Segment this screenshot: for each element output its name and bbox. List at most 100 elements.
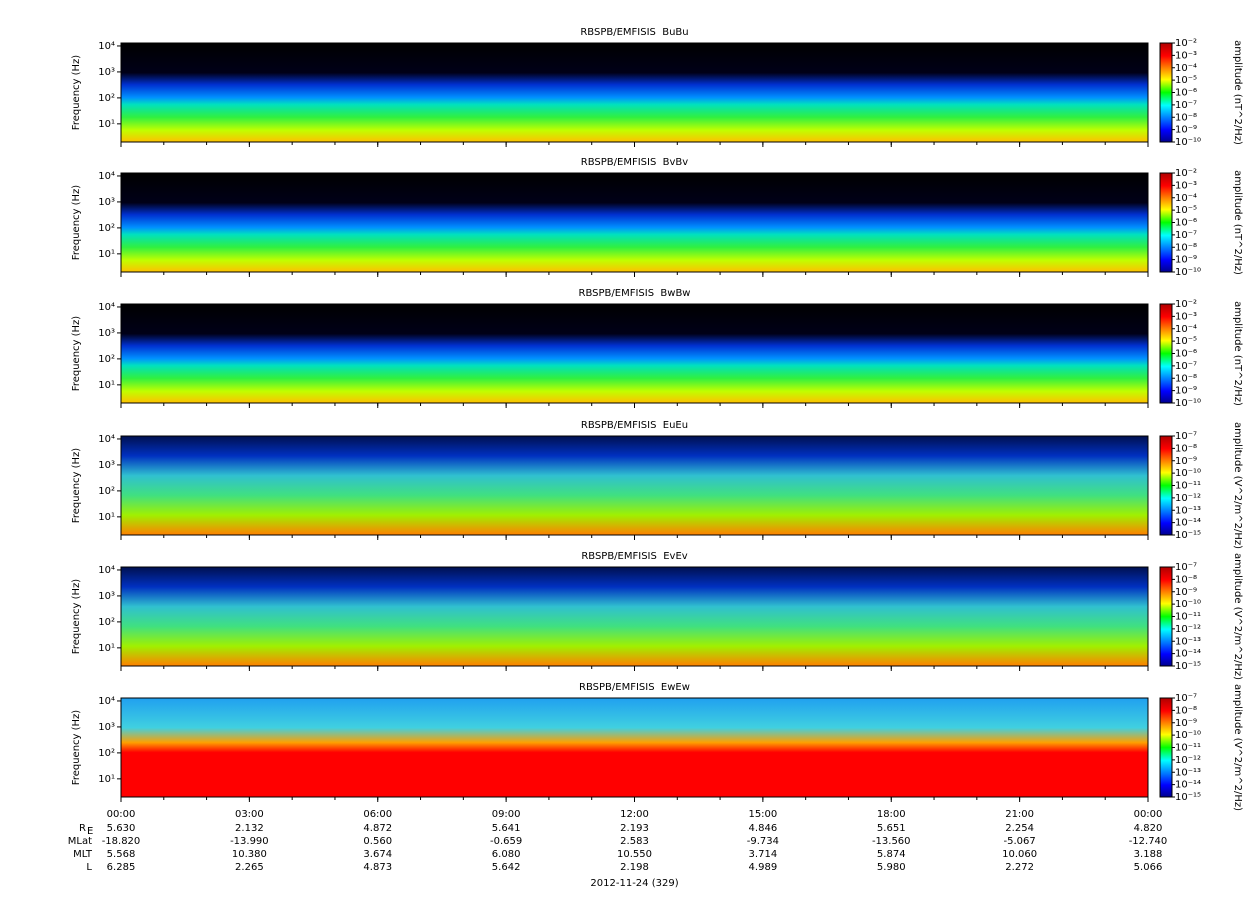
colorbar-tick-label: 10⁻⁸ [1175, 373, 1197, 384]
colorbar-tick-label: 10⁻⁸ [1175, 242, 1197, 253]
spectrogram-image [121, 698, 1148, 797]
y-axis-label: Frequency (Hz) [71, 316, 82, 392]
ephemeris-label: R [79, 823, 86, 834]
x-tick-label: 21:00 [1005, 809, 1034, 820]
colorbar-tick-label: 10⁻¹² [1175, 624, 1201, 635]
colorbar-tick-label: 10⁻⁶ [1175, 218, 1197, 229]
colorbar-tick-label: 10⁻¹⁵ [1175, 661, 1201, 672]
ephemeris-value: 4.872 [363, 823, 392, 834]
ephemeris-label: L [86, 862, 92, 873]
colorbar-tick-label: 10⁻⁷ [1175, 100, 1197, 111]
y-tick-label: 10⁴ [98, 696, 115, 707]
colorbar-tick-label: 10⁻² [1175, 299, 1197, 310]
ephemeris-value: 6.080 [492, 849, 521, 860]
colorbar-tick-label: 10⁻⁷ [1175, 361, 1197, 372]
ephemeris-value: -5.067 [1004, 836, 1036, 847]
colorbar-tick-label: 10⁻¹⁰ [1175, 398, 1201, 409]
y-tick-label: 10³ [98, 197, 115, 208]
y-tick-label: 10³ [98, 328, 115, 339]
ephemeris-value: 2.132 [235, 823, 264, 834]
colorbar [1159, 697, 1173, 798]
colorbar-tick-label: 10⁻⁸ [1175, 443, 1197, 454]
y-axis-label: Frequency (Hz) [71, 55, 82, 131]
colorbar-tick-label: 10⁻¹³ [1175, 505, 1201, 516]
colorbar-tick-label: 10⁻³ [1175, 180, 1197, 191]
y-tick-label: 10⁴ [98, 302, 115, 313]
y-axis-label: Frequency (Hz) [71, 448, 82, 524]
panel-title: RBSPB/EMFISIS BuBu [580, 27, 688, 38]
colorbar-tick-label: 10⁻⁶ [1175, 349, 1197, 360]
colorbar-tick-label: 10⁻³ [1175, 311, 1197, 322]
spectrogram-image [121, 567, 1148, 666]
colorbar [1159, 435, 1173, 536]
ephemeris-value: -13.560 [872, 836, 911, 847]
ephemeris-value: 2.198 [620, 862, 649, 873]
ephemeris-value: 5.651 [877, 823, 906, 834]
spectrogram-image [121, 43, 1148, 142]
y-tick-label: 10² [98, 486, 115, 497]
colorbar-tick-label: 10⁻¹⁰ [1175, 730, 1201, 741]
panel-title: RBSPB/EMFISIS EwEw [579, 682, 690, 693]
ephemeris-value: 4.846 [749, 823, 778, 834]
ephemeris-value: 5.980 [877, 862, 906, 873]
colorbar-tick-label: 10⁻¹¹ [1175, 481, 1201, 492]
colorbar-tick-label: 10⁻¹⁴ [1175, 518, 1201, 529]
ephemeris-value: 3.188 [1134, 849, 1163, 860]
ephemeris-value: 4.873 [363, 862, 392, 873]
colorbar [1159, 566, 1173, 667]
y-tick-label: 10⁴ [98, 171, 115, 182]
colorbar-tick-label: 10⁻⁸ [1175, 112, 1197, 123]
spectrogram-image [121, 304, 1148, 403]
y-tick-label: 10¹ [98, 119, 115, 130]
colorbar-tick-label: 10⁻⁷ [1175, 693, 1197, 704]
y-tick-label: 10¹ [98, 512, 115, 523]
ephemeris-value: 2.272 [1005, 862, 1034, 873]
colorbar-tick-label: 10⁻⁴ [1175, 193, 1197, 204]
ephemeris-value: 4.820 [1134, 823, 1163, 834]
ephemeris-value: 5.066 [1134, 862, 1163, 873]
colorbar-tick-label: 10⁻¹⁰ [1175, 599, 1201, 610]
colorbar-tick-label: 10⁻² [1175, 38, 1197, 49]
colorbar-tick-label: 10⁻¹¹ [1175, 743, 1201, 754]
x-tick-label: 09:00 [492, 809, 521, 820]
ephemeris-value: 2.583 [620, 836, 649, 847]
panel-title: RBSPB/EMFISIS BwBw [579, 288, 691, 299]
y-tick-label: 10⁴ [98, 41, 115, 52]
spectrogram-image [121, 173, 1148, 272]
colorbar-tick-label: 10⁻⁴ [1175, 63, 1197, 74]
colorbar [1159, 172, 1173, 273]
colorbar-tick-label: 10⁻⁵ [1175, 205, 1197, 216]
x-tick-label: 03:00 [235, 809, 264, 820]
colorbar-tick-label: 10⁻³ [1175, 50, 1197, 61]
ephemeris-value: -9.734 [747, 836, 779, 847]
colorbar-label: amplitude (nT^2/Hz) [1232, 301, 1243, 406]
colorbar-tick-label: 10⁻⁹ [1175, 718, 1197, 729]
x-tick-label: 00:00 [1134, 809, 1163, 820]
ephemeris-value: -0.659 [490, 836, 522, 847]
ephemeris-value: 4.989 [749, 862, 778, 873]
colorbar-tick-label: 10⁻⁷ [1175, 562, 1197, 573]
y-axis-label: Frequency (Hz) [71, 185, 82, 261]
y-tick-label: 10⁴ [98, 434, 115, 445]
y-tick-label: 10¹ [98, 643, 115, 654]
colorbar-tick-label: 10⁻¹² [1175, 493, 1201, 504]
y-tick-label: 10³ [98, 67, 115, 78]
x-tick-label: 06:00 [363, 809, 392, 820]
colorbar-tick-label: 10⁻¹⁵ [1175, 792, 1201, 803]
ephemeris-value: 2.193 [620, 823, 649, 834]
y-tick-label: 10³ [98, 722, 115, 733]
y-tick-label: 10³ [98, 460, 115, 471]
colorbar-tick-label: 10⁻⁸ [1175, 705, 1197, 716]
colorbar-tick-label: 10⁻⁶ [1175, 88, 1197, 99]
y-axis-label: Frequency (Hz) [71, 710, 82, 786]
colorbar-label: amplitude (V^2/m^2/Hz) [1232, 684, 1243, 811]
colorbar-label: amplitude (nT^2/Hz) [1232, 170, 1243, 275]
colorbar-tick-label: 10⁻¹² [1175, 755, 1201, 766]
y-tick-label: 10² [98, 93, 115, 104]
x-axis-label: 2012-11-24 (329) [590, 878, 678, 889]
colorbar-tick-label: 10⁻¹³ [1175, 636, 1201, 647]
ephemeris-value: 5.568 [107, 849, 136, 860]
y-tick-label: 10¹ [98, 249, 115, 260]
ephemeris-value: 2.265 [235, 862, 264, 873]
x-tick-label: 18:00 [877, 809, 906, 820]
